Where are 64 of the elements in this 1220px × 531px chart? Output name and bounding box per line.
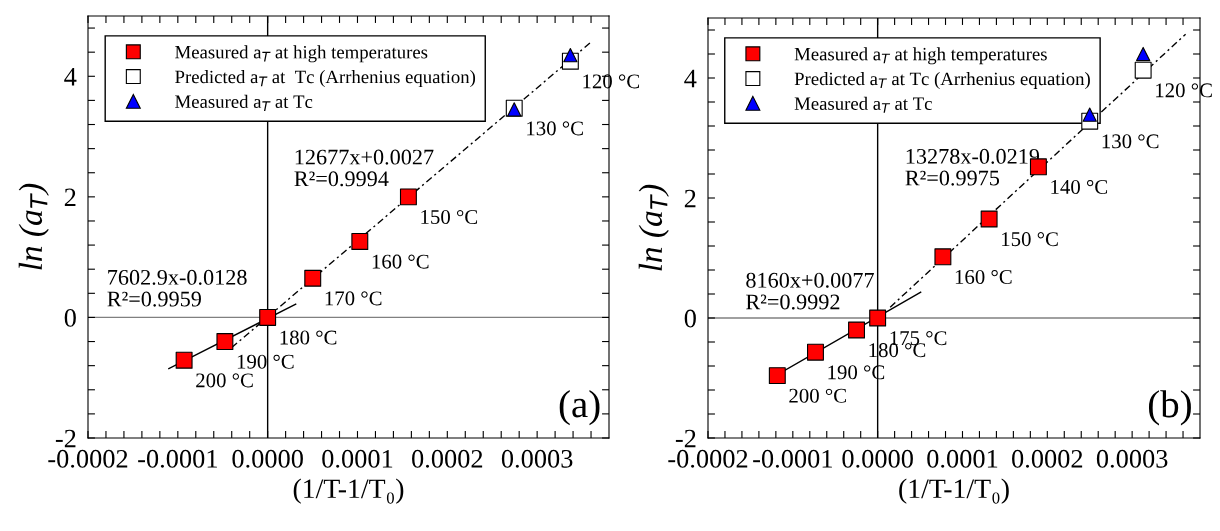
point (934, 248, 952, 266)
x-tick-label: 0.0003 (1096, 449, 1168, 468)
annotation: (a) (559, 390, 600, 426)
annotation: 130 °C (527, 121, 583, 136)
point (768, 367, 786, 385)
point (848, 321, 866, 339)
legend-label: Predicted a$_{T}$ at Tc (Arrhenius equation) (175, 70, 476, 88)
y-tick-label: 2 (64, 188, 76, 207)
point (869, 309, 887, 327)
legend-label: Measured a$_{T}$ at Tc (175, 94, 313, 111)
x-tick-label: 0.0001 (927, 449, 998, 468)
x-tick-label: -0.0002 (668, 449, 748, 468)
annotation: 150 °C (1002, 232, 1058, 247)
annotation: 200 °C (789, 388, 846, 403)
point (980, 210, 998, 228)
y-tick-label: -2 (675, 429, 696, 448)
x-tick-label: 0.0000 (842, 449, 913, 468)
legend-label: Measured a$_{T}$ at Tc (794, 96, 932, 113)
point (399, 188, 417, 206)
point (259, 308, 277, 326)
x-tick-label: -0.0002 (48, 449, 128, 468)
y-tick-label: -2 (55, 429, 76, 448)
annotation: 12677x+0.0027 R²=0.9994 (294, 149, 434, 187)
point (175, 351, 193, 369)
point (1134, 61, 1152, 79)
annotation: 13278x-0.0219 R²=0.9975 (905, 148, 1040, 186)
legend-label: Measured a$_{T}$ at high temperatures (175, 45, 428, 63)
y-tick-label: 0 (64, 309, 76, 327)
point (1082, 107, 1097, 122)
annotation: 200 °C (196, 373, 253, 388)
x-tick-label: -0.0001 (753, 449, 832, 468)
annotation: 8160x+0.0077 R²=0.9992 (746, 272, 874, 310)
x-tick-label: 0.0002 (1012, 449, 1083, 468)
y-tick-label: 0 (684, 309, 696, 328)
x-tick-label: 0.0001 (322, 449, 393, 468)
x-tick-label: 0.0003 (501, 449, 573, 468)
point (304, 269, 322, 287)
point (351, 232, 369, 250)
annotation: 150 °C (421, 209, 478, 225)
annotation: 160 °C (955, 269, 1012, 284)
x-tick-label: 0.0000 (232, 449, 303, 468)
legend-label: Predicted a$_{T}$ at Tc (Arrhenius equation) (794, 72, 1090, 89)
annotation: 130 °C (1102, 134, 1159, 149)
annotation: 170 °C (325, 291, 382, 306)
point (216, 333, 234, 351)
point (807, 343, 824, 361)
annotation: 140 °C (1051, 179, 1108, 194)
y-tick-label: 2 (684, 189, 696, 208)
y-tick-label: 4 (64, 68, 77, 86)
legend-label: Measured a$_{T}$ at high temperatures (794, 47, 1047, 65)
x-tick-label: 0.0002 (412, 449, 483, 468)
x-axis-title: (1/T-1/T₀) (293, 478, 404, 504)
x-axis-title: (1/T-1/T₀) (899, 478, 1009, 504)
annotation: 7602.9x-0.0128 R²=0.9959 (107, 269, 247, 307)
annotation: 160 °C (372, 254, 429, 269)
annotation: 180 °C (280, 330, 337, 345)
x-tick-label: -0.0001 (138, 449, 217, 468)
y-axis-title: ln (a$_{T}$) (638, 184, 669, 271)
point (563, 48, 578, 63)
y-axis-title: ln (a$_{T}$) (18, 183, 49, 270)
y-tick-label: 4 (684, 69, 697, 88)
point (1136, 46, 1151, 62)
annotation: 190 °C (237, 354, 294, 369)
annotation: (b) (1148, 390, 1191, 426)
